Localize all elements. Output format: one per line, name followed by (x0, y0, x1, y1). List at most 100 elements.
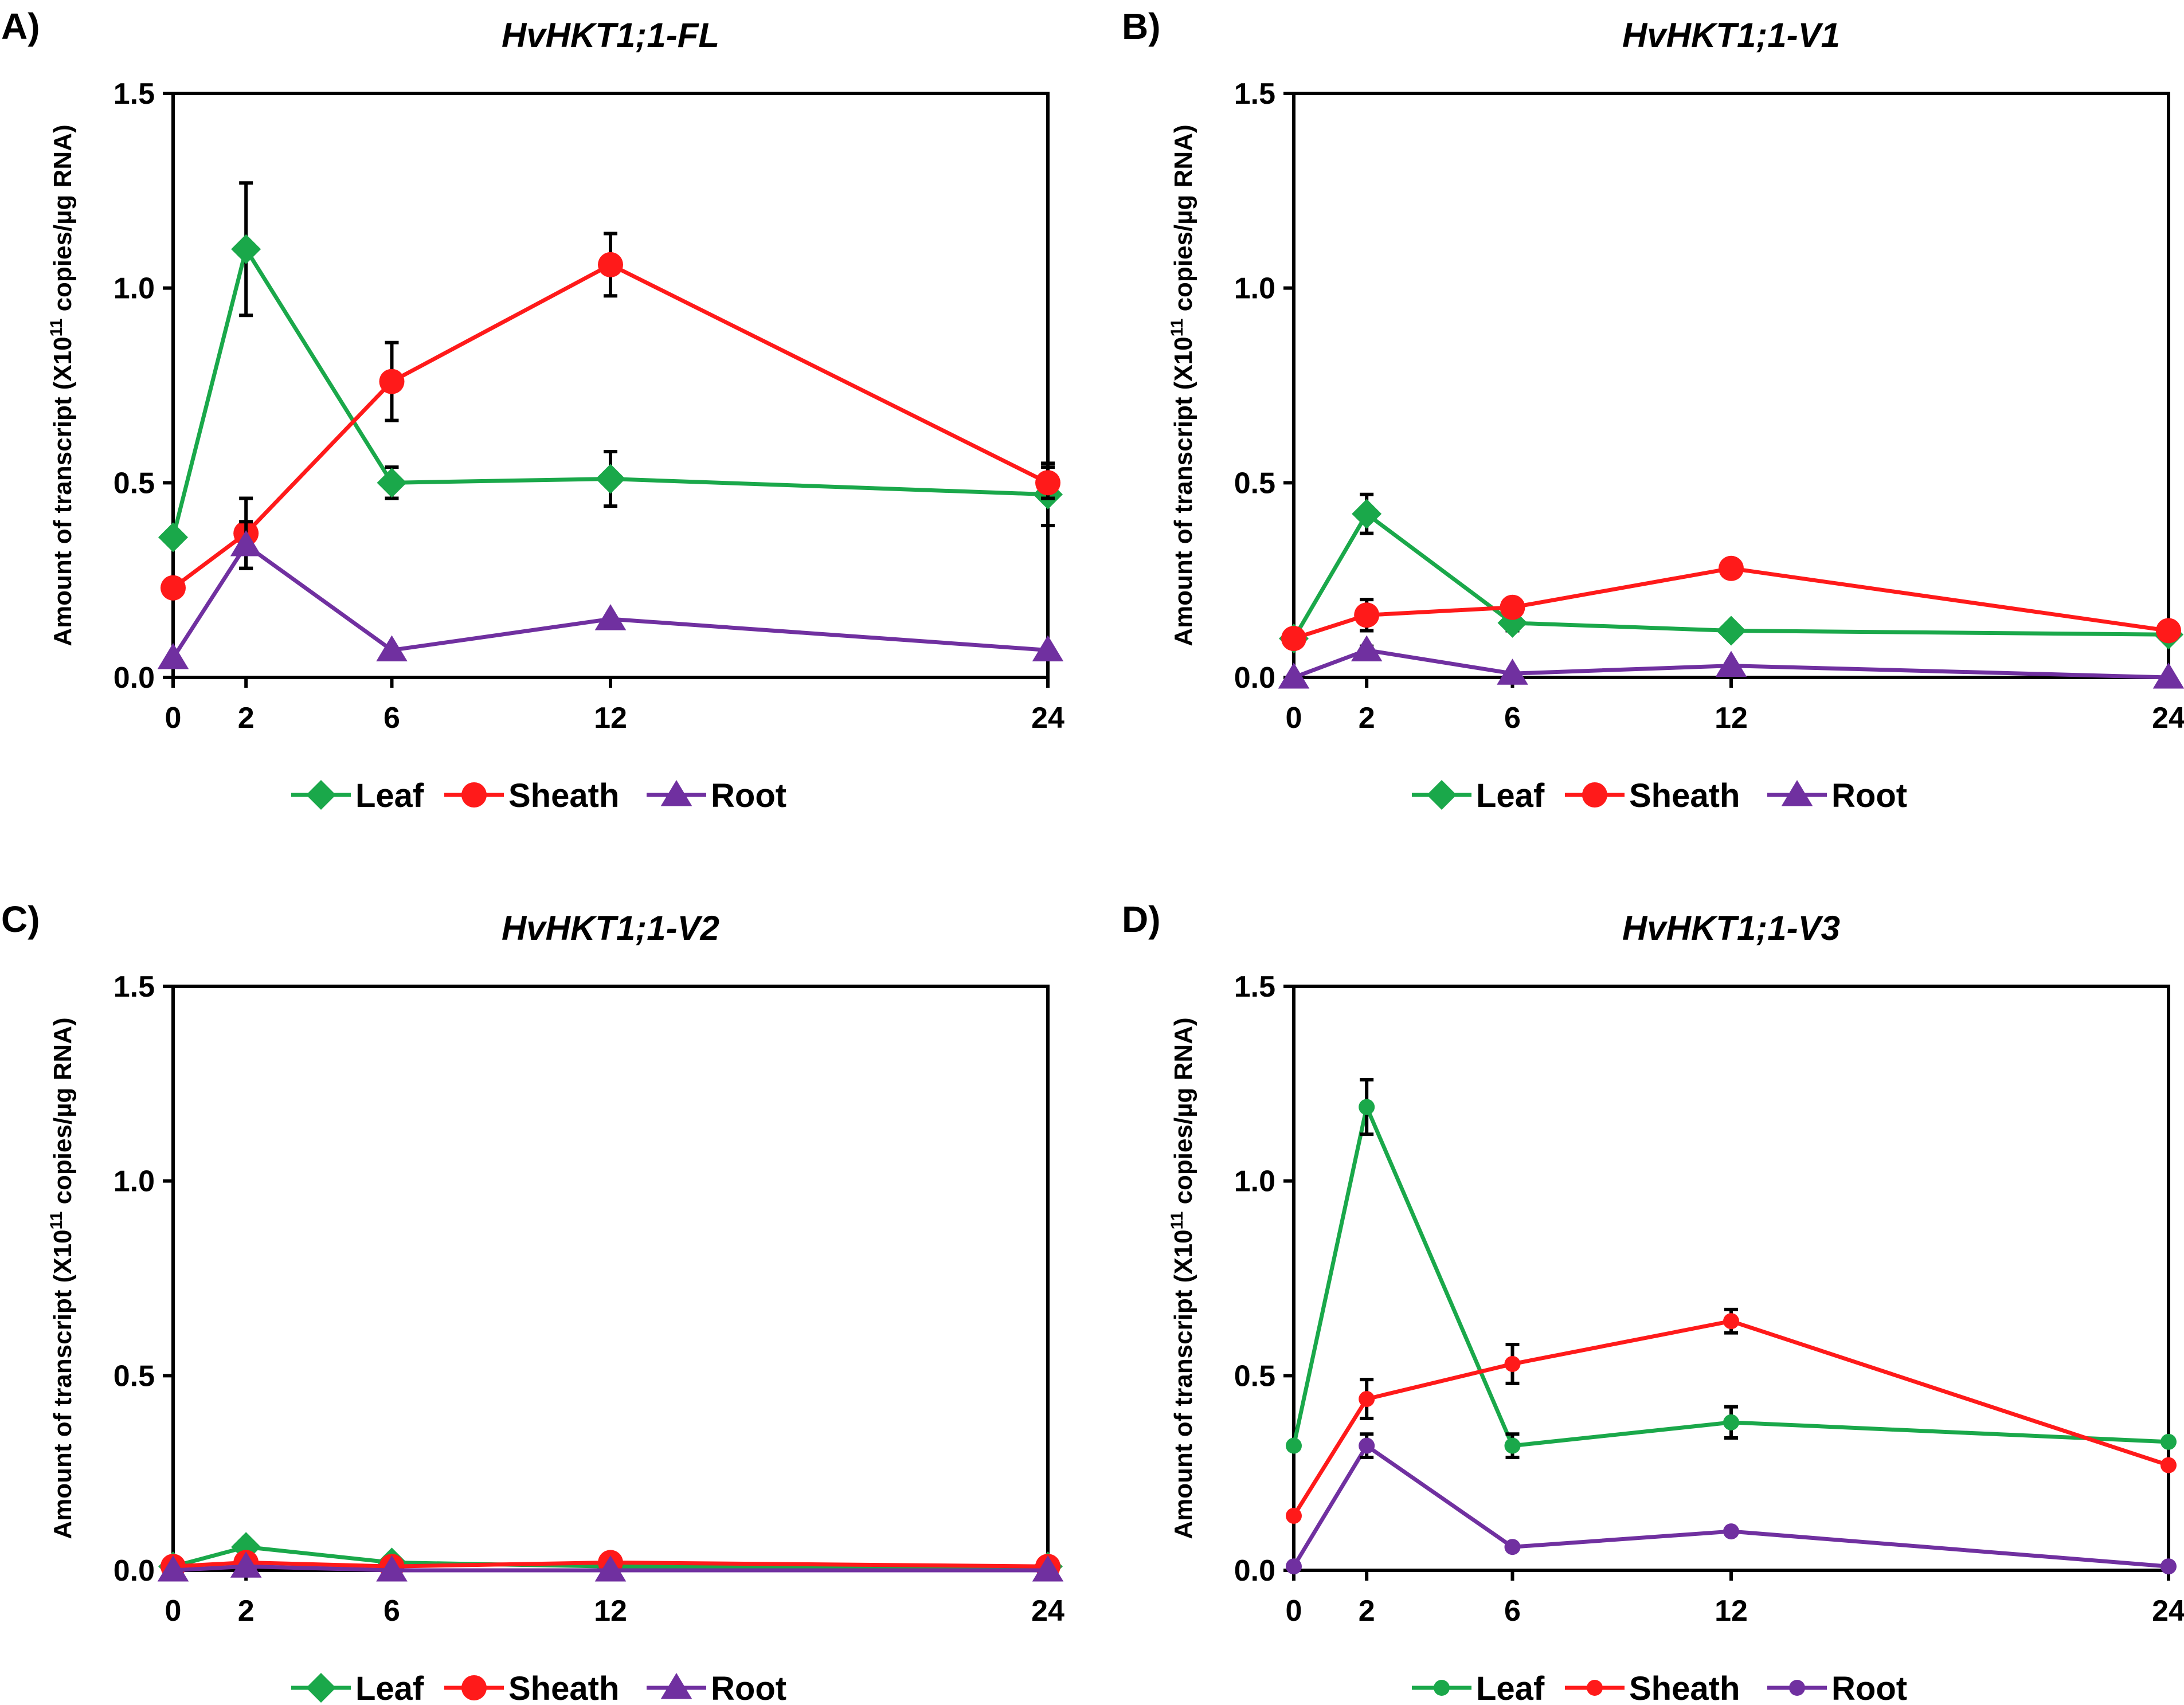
y-axis-label: Amount of transcript (X1011 copies/µg RN… (47, 1017, 77, 1539)
x-tick-label: 12 (594, 1594, 627, 1628)
x-tick-label: 0 (1286, 701, 1302, 735)
plot-frame (1292, 92, 2170, 679)
x-tick-label: 12 (1715, 701, 1748, 735)
data-point-sheath (1286, 1507, 1302, 1524)
x-tick-label: 2 (1359, 1594, 1375, 1628)
data-point-sheath (2156, 618, 2181, 644)
data-point-sheath (379, 369, 405, 394)
x-tick-label: 6 (1504, 1594, 1521, 1628)
x-tick-label: 24 (2152, 1594, 2184, 1628)
series-line-root (1292, 1444, 2169, 1569)
y-axis-label: Amount of transcript (X1011 copies/µg RN… (1168, 124, 1197, 646)
x-tick-label: 24 (1031, 701, 1064, 735)
legend-label-root: Root (711, 777, 786, 814)
y-tick-label: 1.0 (113, 272, 155, 305)
data-point-leaf (1286, 1437, 1302, 1454)
x-tick-label: 12 (594, 701, 627, 735)
legend-label-sheath: Sheath (1629, 1670, 1740, 1705)
y-axis-label-part: Amount of transcript (X10 (1169, 1229, 1197, 1539)
data-point-leaf (377, 468, 407, 498)
data-point-root (1715, 650, 1747, 677)
plot-frame (1292, 985, 2170, 1572)
legend-marker-root (660, 780, 692, 806)
data-point-leaf (1716, 616, 1746, 646)
data-point-leaf (2160, 1433, 2177, 1450)
panel-letter: B) (1122, 6, 1161, 47)
legend-marker-leaf (1427, 780, 1457, 810)
legend-marker-leaf (306, 1673, 336, 1703)
y-tick-label: 0.0 (113, 1554, 155, 1588)
legend-label-leaf: Leaf (1476, 777, 1545, 814)
panel-letter: D) (1122, 899, 1161, 940)
data-point-root (230, 530, 262, 556)
data-point-sheath (1035, 470, 1060, 496)
legend-marker-leaf (306, 780, 336, 810)
data-point-leaf (1504, 1437, 1521, 1454)
plot-frame (171, 92, 1050, 679)
legend-label-leaf: Leaf (1476, 1670, 1545, 1705)
data-point-root (1286, 1558, 1302, 1575)
data-point-sheath (1723, 1313, 1739, 1330)
legend-marker-sheath (1582, 782, 1607, 808)
y-axis-label-part: Amount of transcript (X10 (1169, 336, 1197, 646)
x-tick-label: 2 (1359, 701, 1375, 735)
x-tick-label: 6 (1504, 701, 1521, 735)
chart-panel-3: C) HvHKT1;1-V2 0.0 0.5 1.0 1.5 0 2 6 12 24 Amount o… (1, 899, 1064, 1705)
y-axis-label-superscript: 11 (47, 1212, 66, 1230)
x-tick-label: 24 (2152, 701, 2184, 735)
series-line-sheath (171, 262, 1049, 590)
chart-panel-4: D) HvHKT1;1-V3 0.0 0.5 1.0 1.5 0 2 6 12 24 Amount o… (1122, 899, 2184, 1705)
data-point-root (157, 643, 189, 669)
data-point-leaf (158, 522, 188, 552)
series-line-root (171, 543, 1048, 659)
y-tick-label: 1.5 (1234, 77, 1275, 111)
legend-label-sheath: Sheath (508, 777, 619, 814)
y-tick-label: 0.5 (113, 1359, 155, 1393)
y-tick-label: 1.0 (113, 1165, 155, 1198)
data-point-leaf (1352, 499, 1382, 529)
legend-marker-sheath (1587, 1680, 1603, 1696)
data-point-root (594, 1555, 627, 1582)
legend-label-sheath: Sheath (508, 1670, 619, 1705)
data-point-sheath (1500, 594, 1525, 620)
y-axis-label: Amount of transcript (X1011 copies/µg RN… (1168, 1017, 1197, 1539)
x-tick-label: 6 (383, 1594, 400, 1628)
panel-letter: C) (1, 899, 40, 940)
legend-marker-sheath (461, 1675, 487, 1700)
y-axis-label-part: Amount of transcript (X10 (49, 336, 77, 646)
data-point-sheath (1359, 1391, 1375, 1408)
y-tick-label: 0.5 (1234, 1359, 1275, 1393)
data-point-leaf (1723, 1414, 1739, 1430)
data-point-root (1359, 1437, 1375, 1454)
chart-title: HvHKT1;1-FL (502, 16, 719, 54)
data-point-root (1032, 1555, 1064, 1582)
legend-marker-root (660, 1673, 692, 1699)
x-tick-label: 0 (165, 701, 182, 735)
x-tick-label: 0 (1286, 1594, 1302, 1628)
data-point-root (1504, 1539, 1521, 1555)
y-axis-label-part: copies/µg RNA) (1169, 1017, 1197, 1211)
data-point-root (1278, 663, 1310, 689)
x-tick-label: 2 (238, 1594, 255, 1628)
data-point-root (230, 1551, 262, 1578)
y-tick-label: 1.5 (113, 77, 155, 111)
y-axis-label-part: copies/µg RNA) (1169, 124, 1197, 318)
chart-title: HvHKT1;1-V3 (1622, 909, 1840, 947)
x-tick-label: 6 (383, 701, 400, 735)
legend-marker-leaf (1434, 1680, 1450, 1696)
data-point-root (376, 1555, 408, 1582)
y-tick-label: 0.0 (1234, 661, 1275, 695)
legend-label-root: Root (1831, 1670, 1907, 1705)
data-point-leaf (231, 234, 261, 264)
y-tick-label: 1.0 (1234, 1165, 1275, 1198)
data-point-leaf (596, 464, 625, 494)
legend-label-leaf: Leaf (355, 1670, 424, 1705)
y-axis-label-superscript: 11 (1168, 1212, 1187, 1230)
plot-frame (171, 985, 1050, 1572)
data-point-root (376, 635, 408, 661)
data-point-root (1497, 659, 1528, 685)
chart-title: HvHKT1;1-V2 (502, 909, 719, 947)
y-tick-label: 0.0 (113, 661, 155, 695)
y-axis-label-part: copies/µg RNA) (49, 124, 77, 318)
